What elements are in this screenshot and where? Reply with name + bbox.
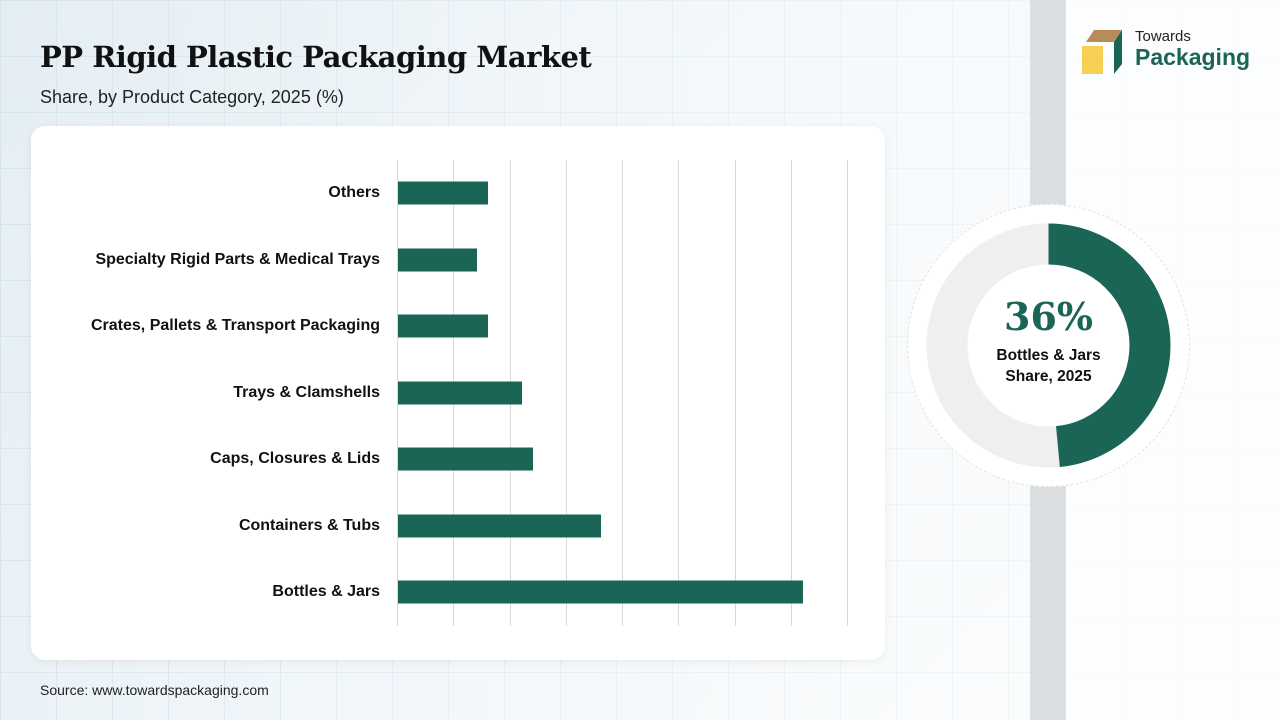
bar [398,580,803,604]
category-label: Specialty Rigid Parts & Medical Trays [95,250,380,268]
source-note: Source: www.towardspackaging.com [40,682,269,698]
gridline [678,160,680,626]
gridline [565,160,567,626]
chart-subtitle: Share, by Product Category, 2025 (%) [40,87,344,107]
bar [398,381,522,404]
gridline [397,160,398,626]
category-label: Caps, Closures & Lids [210,450,380,467]
brand-logo: Towards Packaging [1082,28,1252,78]
category-label: Crates, Pallets & Transport Packaging [91,317,380,334]
gridline [790,160,792,626]
bar [398,248,477,271]
share-donut: 36% Bottles & Jars Share, 2025 [907,204,1190,487]
donut-value: 36% [1004,294,1093,339]
box-logo-icon [1082,30,1122,74]
logo-text-packaging: Packaging [1135,44,1251,70]
category-label: Bottles & Jars [272,583,380,600]
category-label: Others [328,184,380,201]
bar [398,314,488,338]
bar [398,181,488,205]
gridline [622,160,623,626]
logo-text-towards: Towards [1135,28,1191,45]
donut-caption-line1: Bottles & Jars [996,347,1101,364]
donut-chart-icon [926,223,1171,468]
category-label: Containers & Tubs [238,516,380,534]
category-label: Trays & Clamshells [233,383,380,401]
donut-caption-line2: Share, 2025 [1005,368,1092,385]
gridline [734,160,736,626]
bar [398,447,533,471]
bar [398,514,601,537]
gridline [847,160,848,626]
donut-caption: Bottles & Jars Share, 2025 [907,345,1190,387]
chart-title: PP Rigid Plastic Packaging Market [40,40,592,74]
